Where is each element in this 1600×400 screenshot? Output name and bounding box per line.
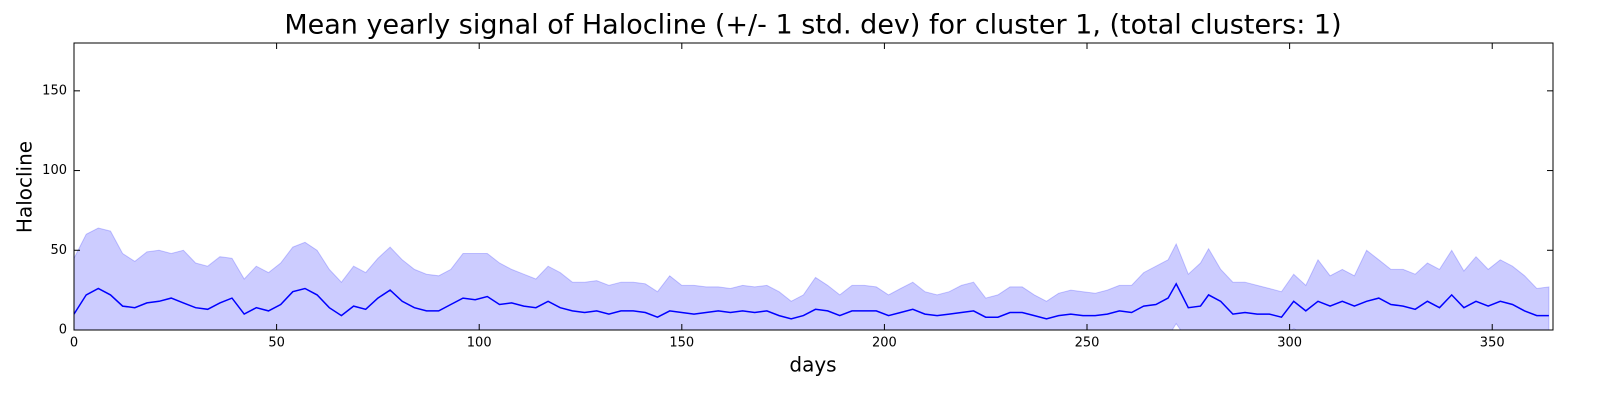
y-tick-label: 50 — [50, 243, 67, 258]
x-tick-label: 350 — [1480, 336, 1505, 351]
x-tick-label: 200 — [872, 336, 897, 351]
plot-area — [74, 227, 1550, 330]
x-tick-label: 150 — [669, 336, 694, 351]
y-axis-label: Halocline — [13, 141, 37, 233]
x-axis-label: days — [789, 353, 836, 377]
plot-frame — [73, 42, 1554, 331]
x-tick-label: 0 — [70, 336, 78, 351]
x-tick-label: 50 — [268, 336, 285, 351]
x-tick-label: 100 — [467, 336, 492, 351]
mean-line — [74, 282, 1549, 320]
chart-title: Mean yearly signal of Halocline (+/- 1 s… — [284, 10, 1341, 41]
std-band — [74, 227, 1550, 330]
y-tick-label: 0 — [59, 323, 67, 338]
y-tick-label: 100 — [42, 163, 67, 178]
x-tick-label: 250 — [1075, 336, 1100, 351]
y-tick-label: 150 — [42, 83, 67, 98]
x-tick-label: 300 — [1277, 336, 1302, 351]
